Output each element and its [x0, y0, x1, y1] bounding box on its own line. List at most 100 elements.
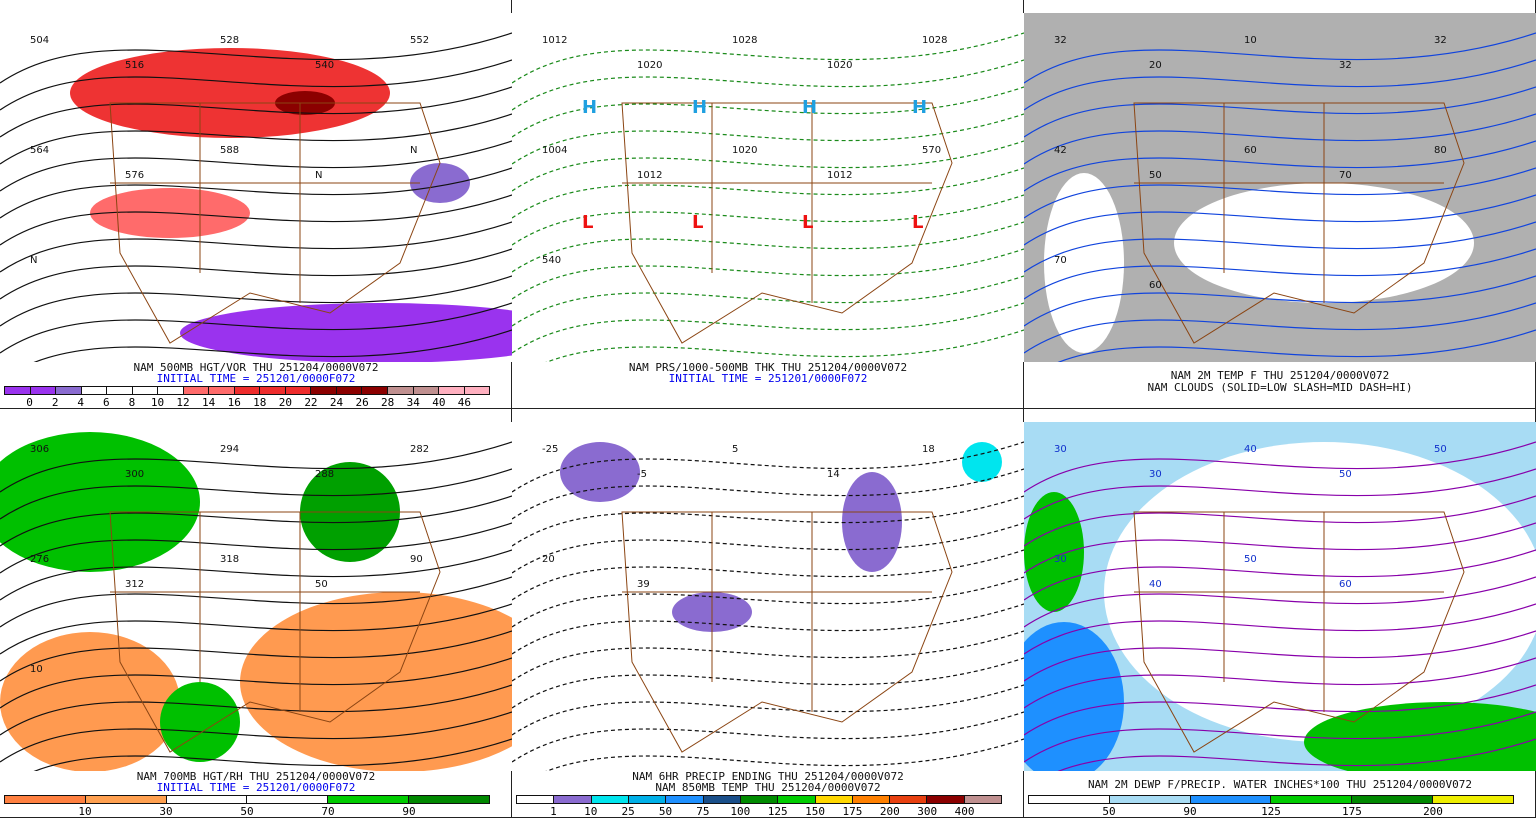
- contour-line: [1024, 32, 1536, 84]
- contour-label: 40: [1244, 444, 1257, 455]
- shaded-field: [410, 163, 470, 203]
- colorbar-label: 6: [103, 396, 110, 409]
- contour-label: 60: [1149, 280, 1162, 291]
- contour-line: [512, 549, 1024, 601]
- colorbar-swatch: [81, 387, 108, 394]
- colorbar-label: 175: [842, 805, 863, 818]
- colorbar-swatch: [554, 796, 592, 803]
- colorbar-swatch: [964, 796, 1002, 803]
- contour-line: [512, 522, 1024, 574]
- colorbar-swatch: [1029, 796, 1110, 803]
- contour-label: 60: [1244, 145, 1257, 156]
- colorbar-swatch: [409, 796, 489, 803]
- contour-line: [0, 59, 512, 111]
- contour-line: [1024, 441, 1536, 493]
- contour-label: 70: [1339, 170, 1352, 181]
- contour-label: 50: [1339, 469, 1352, 480]
- colorbar-swatch: [5, 387, 31, 394]
- contour-line: [512, 495, 1024, 547]
- colorbar-swatch: [1271, 796, 1353, 803]
- contour-line: [1024, 221, 1536, 273]
- colorbar-swatch: [362, 387, 388, 394]
- contour-label: 50: [1149, 170, 1162, 181]
- contour-label: 30: [1054, 444, 1067, 455]
- colorbar-swatch: [439, 387, 465, 394]
- shaded-field: [1024, 492, 1084, 612]
- contour-line: [33, 738, 512, 771]
- panel-subtitle: INITIAL TIME = 251201/0000F072: [156, 781, 356, 794]
- contour-line: [0, 522, 512, 574]
- colorbar-precip: [516, 795, 1002, 804]
- contour-label: 1028: [922, 35, 947, 46]
- contour-label: 1020: [637, 60, 662, 71]
- contour-label: 1020: [827, 60, 852, 71]
- panel-title: NAM PRS/1000-500MB THK THU 251204/0000V0…: [628, 361, 908, 374]
- contour-line: [0, 495, 512, 547]
- contour-line: [1024, 167, 1536, 219]
- contour-line: [1024, 86, 1536, 138]
- colorbar-swatch: [311, 387, 337, 394]
- contour-label: 282: [410, 444, 429, 455]
- contour-line: [512, 32, 1024, 84]
- contour-line: [1024, 603, 1536, 655]
- contour-label: 30: [1054, 554, 1067, 565]
- contour-line: [512, 221, 1024, 273]
- map-background: [512, 13, 1024, 362]
- contour-label: 564: [30, 145, 49, 156]
- colorbar-swatch: [85, 796, 167, 803]
- contour-line: [512, 630, 1024, 682]
- colorbar-label: 20: [278, 396, 292, 409]
- contour-label: 60: [1339, 579, 1352, 590]
- colorbar-swatch: [740, 796, 779, 803]
- colorbar-label: 75: [696, 805, 710, 818]
- colorbar-swatch: [234, 387, 261, 394]
- shaded-field: [962, 442, 1002, 482]
- panel-subtitle: NAM CLOUDS (SOLID=LOW SLASH=MID DASH=HI): [1147, 381, 1413, 394]
- contour-line: [512, 248, 1024, 300]
- high-pressure-marker: H: [692, 97, 707, 118]
- contour-label: 20: [542, 554, 555, 565]
- contour-label: 540: [315, 60, 334, 71]
- contour-line: [0, 603, 512, 655]
- colorbar-label: 175: [1342, 805, 1362, 818]
- contour-line: [512, 711, 1024, 763]
- contour-label: 312: [125, 579, 144, 590]
- colorbar-precipitable-water: [1028, 795, 1514, 804]
- contour-line: [512, 113, 1024, 165]
- colorbar-swatch: [336, 387, 363, 394]
- colorbar-swatch: [628, 796, 667, 803]
- colorbar-label: 50: [658, 805, 673, 818]
- colorbar-label: 150: [805, 805, 825, 818]
- colorbar-label: 10: [584, 805, 598, 818]
- panel-title: NAM 2M DEWP F/PRECIP. WATER INCHES*100 T…: [1087, 778, 1473, 791]
- map-2m-temperature-clouds: 32 20 10 32 32 42 50 60 70 80 70 60: [1024, 13, 1536, 362]
- contour-line: [0, 684, 512, 736]
- contour-label: 516: [125, 60, 144, 71]
- panel-title: NAM 6HR PRECIP ENDING THU 251204/0000V07…: [632, 770, 904, 783]
- high-pressure-marker: H: [912, 97, 927, 118]
- contour-line: [545, 329, 1024, 362]
- shaded-field: [180, 303, 512, 362]
- contour-line: [1024, 657, 1536, 709]
- shaded-field: [70, 48, 390, 138]
- colorbar-swatch: [413, 387, 440, 394]
- contour-line: [1024, 302, 1536, 354]
- panel-dewpoint-pwat: 30 30 40 50 50 30 40 50 60 NAM 2M DEWP F/PRECIP.…: [1024, 409, 1536, 818]
- low-pressure-marker: L: [912, 212, 923, 233]
- panel-title: NAM 2M TEMP F THU 251204/0000V072: [1170, 369, 1390, 382]
- colorbar-swatch: [1190, 796, 1272, 803]
- contour-label: 588: [220, 145, 239, 156]
- contour-label: 1004: [542, 145, 567, 156]
- shaded-field: [160, 682, 240, 762]
- contour-line: [0, 468, 512, 520]
- contour-label: 504: [30, 35, 49, 46]
- panel-2m-temp-clouds: 32 20 10 32 32 42 50 60 70 80 70 60 NAM 2M TEMP F T…: [1024, 0, 1536, 409]
- contour-label: 5: [732, 444, 738, 455]
- contour-line: [1024, 468, 1536, 520]
- contour-line: [1024, 576, 1536, 628]
- colorbar-label: 46: [457, 396, 472, 409]
- colorbar-swatch: [209, 387, 235, 394]
- colorbar-labels: 10 30 50 70 90: [4, 806, 490, 818]
- contour-line: [0, 113, 512, 165]
